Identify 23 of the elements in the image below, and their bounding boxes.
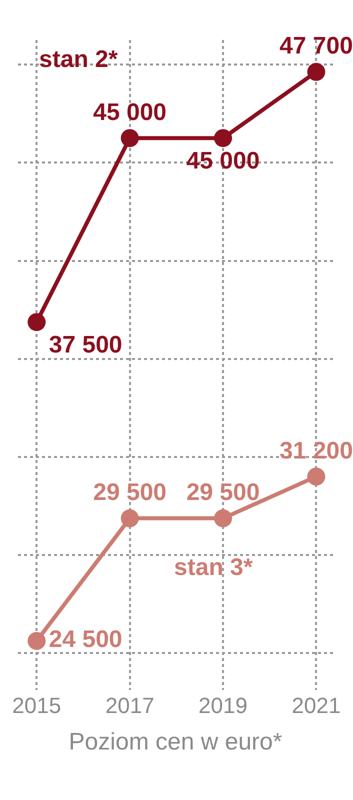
data-label: 45 000	[93, 98, 167, 126]
point	[214, 129, 232, 148]
x-tick-label: 2017	[105, 693, 154, 718]
point	[28, 313, 46, 332]
text: stan 2*	[39, 46, 118, 73]
series-label: stan 3*	[174, 554, 254, 581]
data-label: 29 500	[93, 479, 167, 506]
data-label: 31 200	[280, 437, 353, 464]
point	[120, 129, 139, 148]
point	[307, 468, 326, 486]
data-label: 47 700	[280, 32, 353, 60]
data-label: 29 500	[186, 479, 260, 506]
point	[214, 509, 232, 528]
data-label: 37 500	[48, 331, 122, 358]
point	[120, 509, 139, 528]
point	[307, 62, 326, 81]
x-axis-title: Poziom cen w euro*	[68, 728, 282, 756]
x-tick-label: 2021	[292, 693, 341, 718]
data-label: 45 000	[186, 147, 260, 174]
x-tick-label: 2015	[12, 693, 62, 718]
data-label: 24 500	[48, 626, 122, 653]
x-tick-label: 2019	[198, 693, 248, 718]
point	[28, 632, 46, 650]
